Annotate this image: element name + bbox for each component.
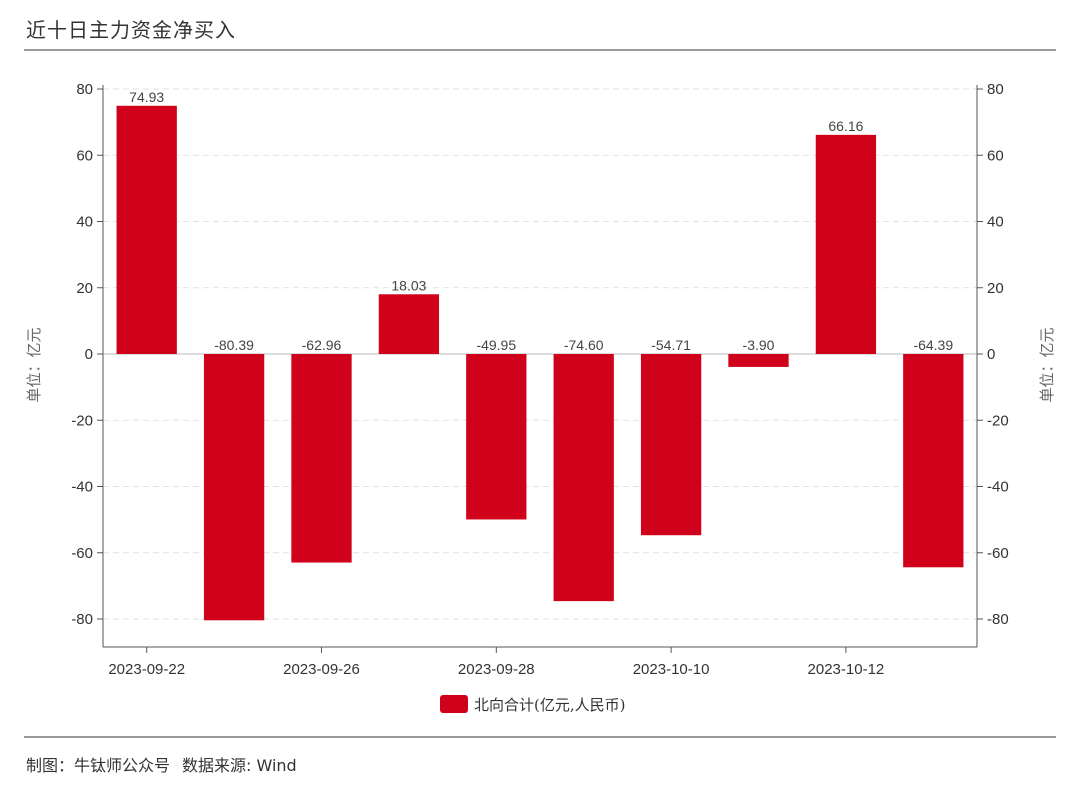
data-label: -80.39 [214, 337, 254, 353]
bar[interactable] [553, 354, 614, 602]
bars [116, 105, 964, 621]
y-tick-label-right: 20 [987, 280, 1004, 297]
data-label: -64.39 [913, 337, 953, 353]
y-tick-label-right: 40 [987, 214, 1004, 231]
footer: 制图：牛钛师公众号 数据来源: Wind [26, 752, 309, 776]
y-tick-label-left: -80 [71, 611, 93, 628]
y-tick-label-left: -60 [71, 545, 93, 562]
legend[interactable]: 北向合计(亿元,人民币) [440, 695, 625, 714]
y-tick-label-left: 40 [76, 214, 93, 231]
data-label: 74.93 [129, 89, 164, 105]
x-tick-label: 2023-09-22 [108, 661, 185, 678]
data-label: 66.16 [828, 118, 863, 134]
y-tick-label-right: 60 [987, 147, 1004, 164]
data-label: -49.95 [476, 337, 516, 353]
data-label: -74.60 [564, 337, 604, 353]
y-tick-label-left: 0 [85, 346, 93, 363]
data-label: -3.90 [743, 337, 775, 353]
footer-source: 数据来源: Wind [182, 756, 297, 775]
x-tick-label: 2023-10-12 [808, 661, 885, 678]
y-tick-label-right: -40 [987, 479, 1009, 496]
y-tick-label-right: -20 [987, 412, 1009, 429]
data-label: -54.71 [651, 337, 691, 353]
title-divider [24, 49, 1056, 51]
y-tick-label-right: 80 [987, 81, 1004, 98]
page-title: 近十日主力资金净买入 [26, 18, 236, 42]
bar[interactable] [640, 354, 702, 536]
bar[interactable] [815, 134, 877, 354]
y-tick-label-left: 20 [76, 280, 93, 297]
bar[interactable] [203, 354, 265, 621]
bar[interactable] [291, 354, 352, 563]
legend-swatch [440, 695, 468, 713]
y-tick-label-left: 60 [76, 147, 93, 164]
y-tick-label-right: -80 [987, 611, 1009, 628]
x-tick-label: 2023-09-28 [458, 661, 535, 678]
data-label: -62.96 [302, 337, 342, 353]
bar[interactable] [378, 294, 440, 354]
legend-label: 北向合计(亿元,人民币) [474, 696, 625, 714]
footer-maker: 制图：牛钛师公众号 [26, 756, 171, 775]
y-tick-label-right: 0 [987, 346, 995, 363]
data-label: 18.03 [391, 277, 426, 293]
data-labels: 74.93 -80.39 -62.96 18.03 -49.95 -74.60 -54.71… [129, 89, 953, 353]
y-axis-label-right: 单位：亿元 [1038, 327, 1056, 402]
y-tick-label-left: 80 [76, 81, 93, 98]
bar[interactable] [116, 105, 177, 354]
footer-divider [24, 736, 1056, 738]
x-tick-label: 2023-10-10 [633, 661, 710, 678]
axes: 80 80 60 60 40 40 20 20 0 0 -20 -20 -40 -40 -60 -60 -80 -… [71, 81, 1008, 678]
y-tick-label-right: -60 [987, 545, 1009, 562]
x-tick-label: 2023-09-26 [283, 661, 360, 678]
bar[interactable] [466, 354, 527, 520]
bar[interactable] [728, 354, 789, 367]
bar[interactable] [903, 354, 964, 568]
bar-chart: 80 80 60 60 40 40 20 20 0 0 -20 -20 -40 -40 -60 -60 -80 -… [25, 81, 1056, 714]
y-tick-label-left: -40 [71, 479, 93, 496]
y-axis-label-left: 单位：亿元 [25, 327, 43, 402]
y-tick-label-left: -20 [71, 412, 93, 429]
